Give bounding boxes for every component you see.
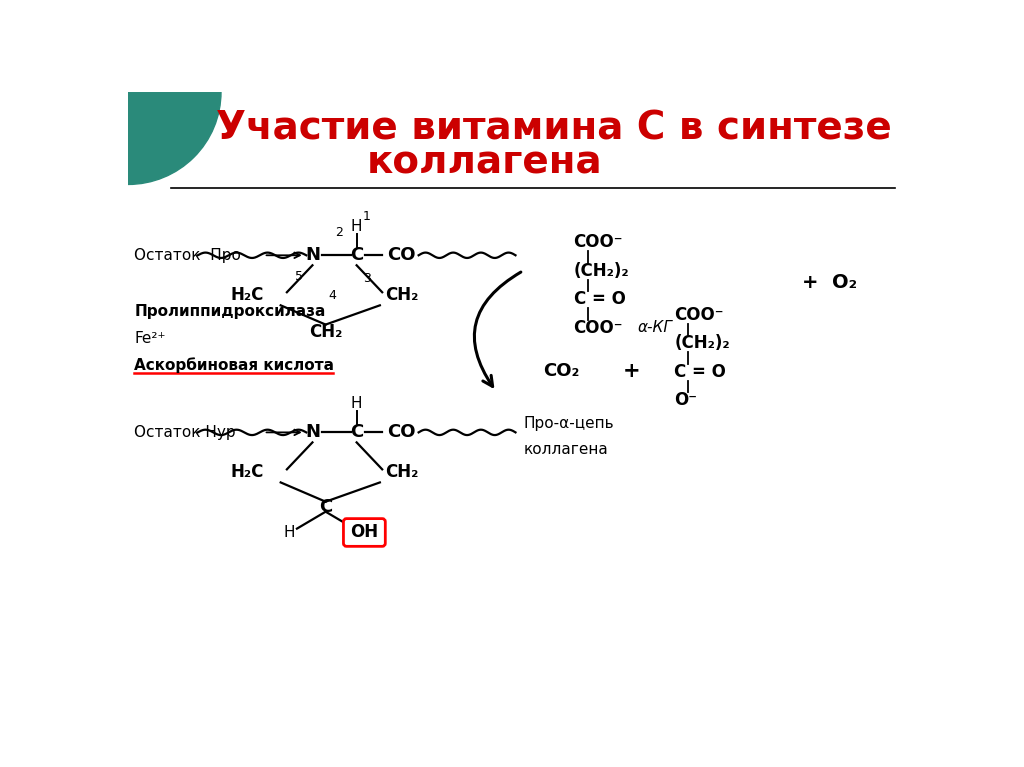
Text: коллагена: коллагена (523, 442, 608, 457)
Text: CH₂: CH₂ (309, 323, 342, 341)
Text: 2: 2 (335, 225, 343, 239)
Text: 3: 3 (362, 272, 371, 285)
Text: 5: 5 (295, 269, 302, 282)
Text: +  O₂: + O₂ (802, 273, 857, 291)
Text: C: C (319, 498, 332, 516)
Text: COO⁻: COO⁻ (573, 233, 624, 251)
Text: COO⁻: COO⁻ (573, 318, 624, 337)
Text: 1: 1 (362, 210, 371, 223)
Text: H₂C: H₂C (230, 286, 263, 304)
Text: Аскорбиновая кислота: Аскорбиновая кислота (134, 357, 334, 374)
Text: H₂C: H₂C (230, 463, 263, 482)
Text: N: N (305, 246, 319, 265)
Text: H: H (284, 525, 295, 540)
Text: 4: 4 (328, 289, 336, 302)
Wedge shape (128, 92, 221, 184)
Text: C: C (350, 246, 364, 265)
Text: Пролиппидроксилаза: Пролиппидроксилаза (134, 304, 326, 319)
Text: +: + (623, 360, 640, 380)
Text: коллагена: коллагена (367, 144, 602, 182)
Text: C = O: C = O (675, 363, 726, 380)
Text: COO⁻: COO⁻ (675, 305, 724, 324)
Text: H: H (351, 219, 362, 234)
Text: C = O: C = O (573, 290, 626, 308)
FancyBboxPatch shape (343, 518, 385, 546)
Text: Fe²⁺: Fe²⁺ (134, 331, 166, 346)
Text: Остаток  Про: Остаток Про (134, 248, 241, 263)
Text: C: C (350, 423, 364, 441)
Text: CO: CO (388, 246, 416, 265)
Text: N: N (305, 423, 319, 441)
Text: Участие витамина С в синтезе: Участие витамина С в синтезе (216, 109, 892, 147)
Text: OH: OH (350, 524, 379, 542)
Text: (CH₂)₂: (CH₂)₂ (675, 334, 730, 352)
Text: CO₂: CO₂ (543, 362, 579, 380)
Text: Остаток Нур: Остаток Нур (134, 425, 236, 440)
Text: CH₂: CH₂ (385, 463, 419, 482)
Text: CH₂: CH₂ (385, 286, 419, 304)
Text: (CH₂)₂: (CH₂)₂ (573, 262, 630, 280)
Text: CO: CO (388, 423, 416, 441)
Text: α-КГ: α-КГ (637, 320, 672, 335)
Text: H: H (351, 397, 362, 411)
Text: Про-α-цепь: Про-α-цепь (523, 416, 613, 430)
Text: O⁻: O⁻ (675, 391, 697, 409)
